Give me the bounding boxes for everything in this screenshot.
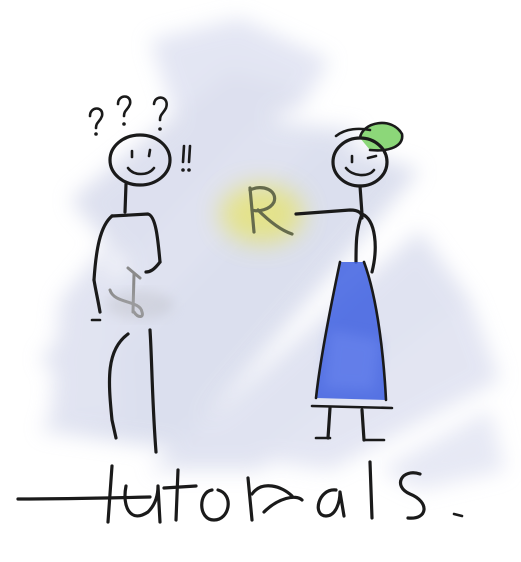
r-letter bbox=[248, 186, 294, 236]
question-marks bbox=[88, 95, 168, 136]
handwritten-caption bbox=[16, 460, 464, 524]
cap-icon bbox=[334, 121, 404, 152]
confused-stick-figure bbox=[88, 95, 192, 454]
watercolor-wash bbox=[40, 18, 505, 490]
dress bbox=[310, 260, 394, 410]
head bbox=[108, 133, 172, 187]
exclamation-marks bbox=[181, 144, 192, 172]
teaching-stick-figure bbox=[248, 121, 404, 442]
